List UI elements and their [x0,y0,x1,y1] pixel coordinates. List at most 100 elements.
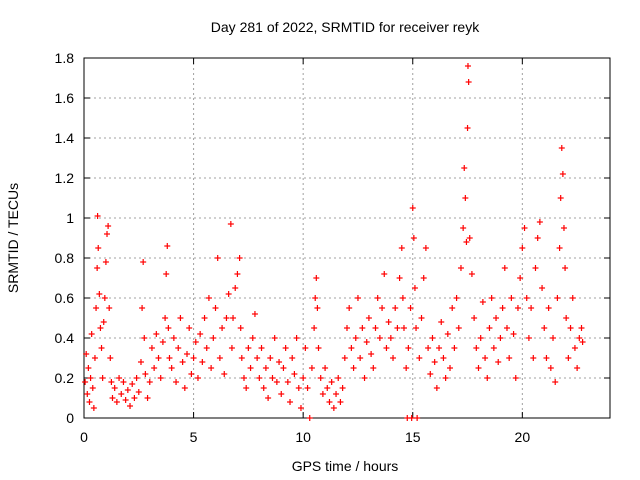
data-point [482,355,489,361]
data-point [576,335,583,341]
data-point [99,375,106,381]
data-point [449,305,456,311]
data-point [247,365,254,371]
data-point [317,375,324,381]
data-point [107,355,114,361]
data-point [398,245,405,251]
data-point [425,345,432,351]
data-point [368,351,375,357]
data-point [94,213,101,219]
data-point [488,295,495,301]
data-point [565,355,572,361]
data-point [113,399,120,405]
data-point [104,231,111,237]
data-point [216,355,223,361]
data-point [254,355,261,361]
data-point [536,219,543,225]
data-point [102,259,109,265]
data-point [414,415,421,421]
data-point [186,325,193,331]
data-point [455,325,462,331]
data-point [354,295,361,301]
data-point [159,339,166,345]
data-point [232,285,239,291]
data-point [93,305,100,311]
data-point [403,365,410,371]
data-point [392,305,399,311]
data-point [170,335,177,341]
data-point [569,295,576,301]
y-axis-title: SRMTID / TECUs [5,183,21,293]
data-point [514,305,521,311]
x-tick-label: 15 [405,429,421,445]
y-tick-label: 1 [66,210,74,226]
data-point [394,325,401,331]
data-point [184,351,191,357]
data-point [262,365,269,371]
data-point [457,265,464,271]
y-tick-label: 1.8 [55,50,75,66]
data-point [163,271,170,277]
data-point [122,397,129,403]
data-point [530,355,537,361]
data-point [484,375,491,381]
data-point [212,305,219,311]
data-point [141,335,148,341]
data-point [460,225,467,231]
data-point [442,375,449,381]
x-tick-label: 20 [515,429,531,445]
data-point [344,325,350,331]
data-point [499,305,506,311]
data-point [88,331,95,337]
data-point [396,275,403,281]
data-point [330,405,337,411]
data-point [461,165,468,171]
y-tick-labels: 0 0.2 0.4 0.6 0.8 1 1.2 1.4 1.6 1.8 [55,50,75,426]
x-tick-labels: 0 5 10 15 20 [80,429,530,445]
data-point [503,325,510,331]
data-point [420,275,427,281]
data-point [140,259,147,265]
data-point [120,379,127,385]
data-point [501,265,508,271]
data-point [82,379,89,385]
data-point [363,339,370,345]
data-point [346,305,353,311]
data-point [223,315,230,321]
data-point [563,315,570,321]
data-point [495,359,502,365]
data-point [188,371,195,377]
data-point [273,379,280,385]
data-point [444,331,451,337]
data-point [146,379,153,385]
data-point [557,195,564,201]
data-point [322,365,329,371]
data-point [208,365,215,371]
y-tick-label: 1.2 [55,170,75,186]
data-point [558,145,565,151]
data-point [144,395,151,401]
data-point [230,315,237,321]
data-point [192,339,199,345]
data-point [411,285,418,291]
data-point [300,375,307,381]
data-point [508,295,515,301]
data-point [199,359,206,365]
data-point [534,235,541,241]
data-point [571,345,578,351]
data-point [523,295,530,301]
data-point [221,371,228,377]
data-point [517,275,524,281]
data-point [267,355,274,361]
data-point [385,319,392,325]
data-point [203,345,210,351]
data-point [462,195,469,201]
data-point [214,255,221,261]
data-point [506,355,513,361]
data-point [352,335,359,341]
grid-lines [84,58,610,418]
data-point [89,385,96,391]
data-point [194,375,201,381]
data-point [124,387,131,393]
data-point [96,291,103,297]
